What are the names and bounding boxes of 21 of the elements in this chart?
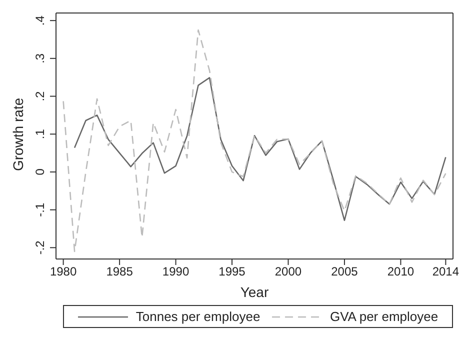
legend-label: Tonnes per employee bbox=[134, 309, 260, 324]
x-tick-label: 2000 bbox=[274, 264, 302, 279]
x-tick-label: 1990 bbox=[162, 264, 190, 279]
x-tick-label: 1995 bbox=[218, 264, 246, 279]
y-tick-label: -.2 bbox=[33, 240, 47, 255]
x-tick-label: 2014 bbox=[432, 264, 460, 279]
y-axis-title: Growth rate bbox=[10, 98, 26, 171]
line-series bbox=[62, 29, 446, 252]
y-tick-label: .1 bbox=[33, 128, 47, 140]
y-tick-label: -.1 bbox=[33, 202, 47, 217]
y-tick-label: .4 bbox=[33, 15, 47, 26]
legend-label: GVA per employee bbox=[328, 309, 438, 324]
y-tick-label: 0 bbox=[33, 168, 47, 176]
x-tick-label: 2010 bbox=[387, 264, 414, 279]
y-tick-label: .2 bbox=[33, 90, 47, 102]
y-tick-label: .3 bbox=[33, 53, 47, 64]
x-axis-title: Year bbox=[240, 284, 269, 300]
x-tick-label: 2005 bbox=[331, 264, 358, 279]
x-tick-label: 1985 bbox=[106, 264, 134, 279]
line-series bbox=[74, 77, 446, 222]
x-tick-label: 1980 bbox=[50, 264, 77, 279]
